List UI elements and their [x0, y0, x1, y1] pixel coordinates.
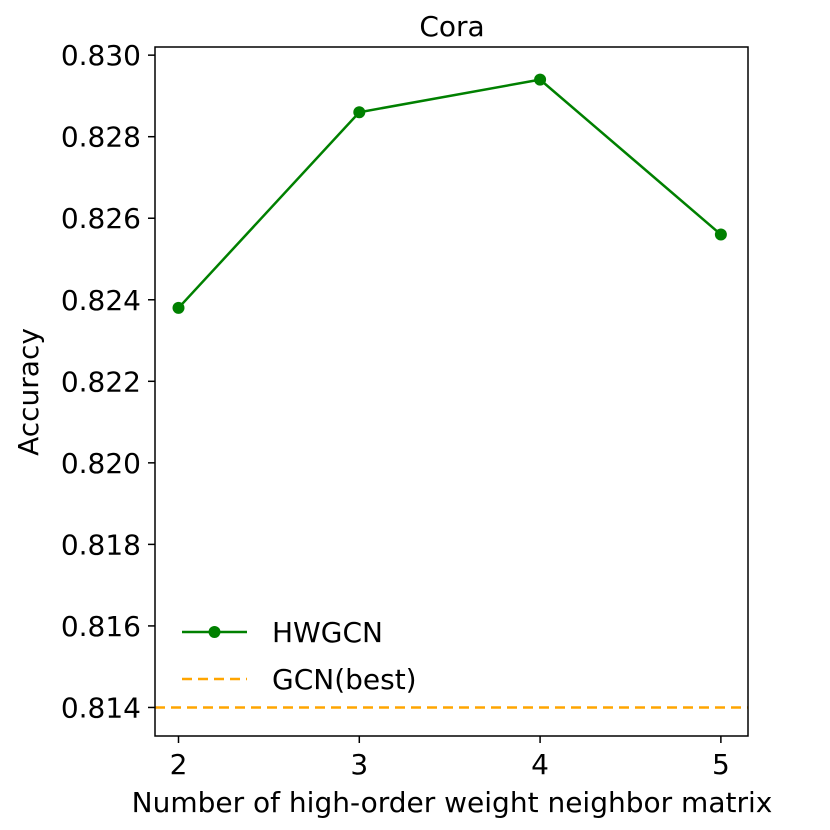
x-tick-label: 5: [712, 748, 730, 781]
y-tick-label: 0.828: [61, 121, 141, 154]
legend-gcn-best-label: GCN(best): [272, 663, 417, 696]
y-tick-label: 0.822: [61, 365, 141, 398]
hwgcn-series-points: [172, 73, 727, 314]
y-tick-label: 0.824: [61, 284, 141, 317]
x-tick-label: 2: [170, 748, 188, 781]
y-axis-ticks: 0.814 0.816 0.818 0.820 0.822 0.824 0.826 0.828…: [61, 39, 155, 724]
x-tick-label: 4: [531, 748, 549, 781]
hwgcn-data-point: [172, 301, 185, 314]
x-axis-ticks: 2 3 4 5: [170, 736, 730, 781]
hwgcn-data-point: [714, 228, 727, 241]
x-tick-label: 3: [350, 748, 368, 781]
chart-title: Cora: [419, 10, 484, 43]
x-axis-label: Number of high-order weight neighbor mat…: [132, 786, 773, 819]
legend: HWGCN GCN(best): [182, 616, 417, 696]
hwgcn-data-point: [353, 106, 366, 119]
y-tick-label: 0.818: [61, 528, 141, 561]
hwgcn-data-point: [534, 73, 547, 86]
legend-hwgcn-marker: [208, 626, 221, 638]
y-tick-label: 0.814: [61, 691, 141, 724]
legend-hwgcn-label: HWGCN: [272, 616, 383, 649]
y-tick-label: 0.820: [61, 447, 141, 480]
y-tick-label: 0.830: [61, 39, 141, 72]
y-axis-label: Accuracy: [12, 328, 45, 456]
hwgcn-series-line: [177, 78, 722, 309]
plot-frame: [154, 46, 749, 737]
y-tick-label: 0.826: [61, 202, 141, 235]
y-tick-label: 0.816: [61, 610, 141, 643]
